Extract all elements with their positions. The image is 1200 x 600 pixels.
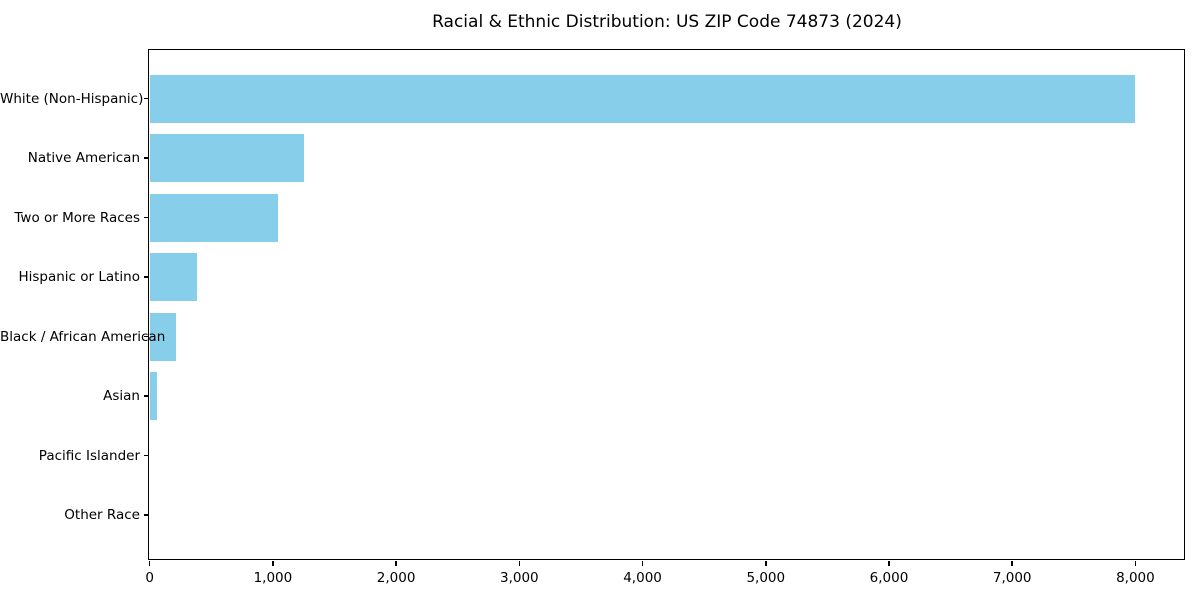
x-axis-tick-mark — [518, 561, 521, 566]
y-axis-tick-mark — [143, 216, 148, 219]
x-axis-tick-mark — [272, 561, 274, 566]
y-axis-category-label: Two or More Races — [14, 209, 140, 226]
bar — [149, 193, 278, 242]
y-axis-tick-mark — [143, 395, 148, 397]
x-axis-tick-label: 1,000 — [253, 569, 293, 586]
y-axis-category-label: Hispanic or Latino — [18, 269, 140, 286]
y-axis-category-label: Other Race — [64, 507, 140, 524]
x-axis-tick-label: 2,000 — [376, 569, 416, 586]
x-axis-tick-mark — [395, 561, 397, 566]
x-axis-tick-mark — [148, 561, 151, 566]
plot-area — [148, 49, 1185, 560]
y-axis-category-label: White (Non-Hispanic) — [0, 90, 144, 107]
y-axis-category-label: Native American — [27, 150, 140, 167]
y-axis-tick-mark — [143, 97, 148, 100]
x-axis-tick-mark — [888, 561, 890, 566]
x-axis-tick-mark — [641, 561, 644, 566]
y-axis-category-label: Asian — [103, 388, 140, 405]
x-axis-tick-mark — [1134, 561, 1137, 566]
x-axis-tick-mark — [765, 561, 767, 566]
chart-title: Racial & Ethnic Distribution: US ZIP Cod… — [432, 12, 902, 32]
y-axis-category-label: Pacific Islander — [38, 447, 140, 464]
bar — [149, 134, 304, 183]
bar — [149, 372, 158, 421]
y-axis-tick-mark — [143, 276, 148, 278]
y-axis-tick-mark — [143, 454, 148, 457]
x-axis-tick-label: 5,000 — [746, 569, 786, 586]
y-axis-category-label: Black / African American — [0, 328, 166, 345]
y-axis-tick-mark — [143, 157, 148, 159]
x-axis-tick-label: 4,000 — [623, 569, 662, 586]
y-axis-tick-mark — [143, 514, 148, 516]
y-axis-tick-mark — [143, 335, 148, 338]
bar — [149, 74, 1136, 123]
x-axis-tick-label: 0 — [145, 569, 154, 586]
x-axis-tick-mark — [1011, 561, 1013, 566]
x-axis-tick-label: 7,000 — [992, 569, 1032, 586]
x-axis-tick-label: 3,000 — [500, 569, 539, 586]
x-axis-tick-label: 6,000 — [869, 569, 909, 586]
bar — [149, 253, 197, 302]
bar — [149, 312, 176, 361]
x-axis-tick-label: 8,000 — [1116, 569, 1155, 586]
